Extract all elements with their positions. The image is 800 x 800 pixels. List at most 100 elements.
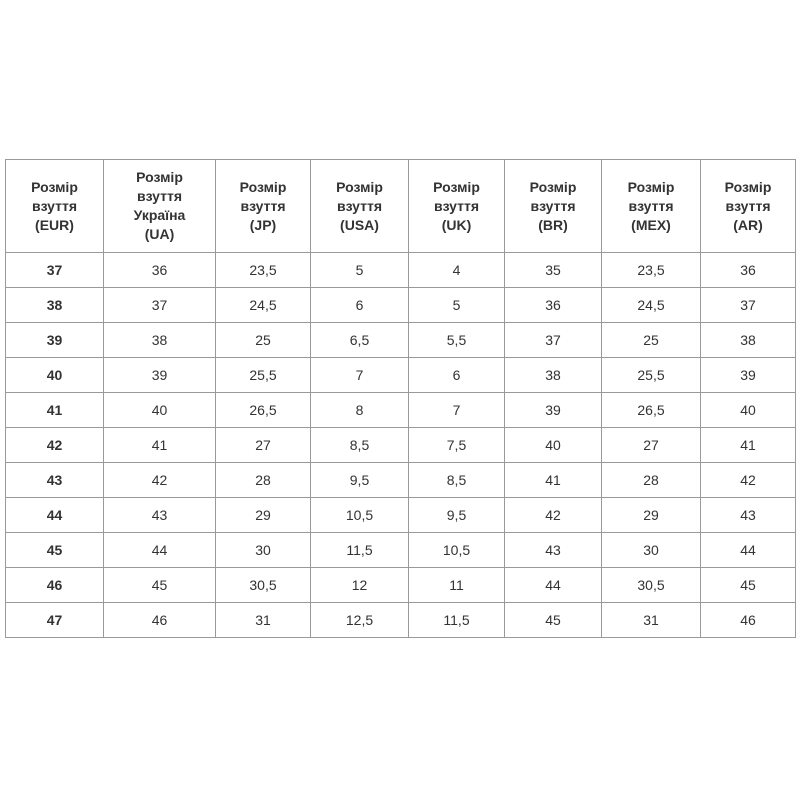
- header-text: взуття: [433, 197, 480, 214]
- cell-jp: 26,5: [215, 392, 311, 428]
- cell-mex: 29: [601, 497, 701, 533]
- cell-eur: 39: [5, 322, 104, 358]
- cell-uk: 6: [408, 357, 505, 393]
- header-text: Розмір: [336, 178, 383, 195]
- header-text: взуття: [628, 197, 674, 214]
- cell-br: 37: [504, 322, 602, 358]
- header-text: Розмір: [31, 178, 78, 195]
- cell-br: 39: [504, 392, 602, 428]
- header-text: Розмір: [433, 178, 480, 195]
- cell-ua: 43: [103, 497, 216, 533]
- table-row: 47 46 31 12,5 11,5 45 31 46: [5, 602, 796, 638]
- cell-br: 40: [504, 427, 602, 463]
- table-row: 39 38 25 6,5 5,5 37 25 38: [5, 322, 796, 358]
- cell-jp: 30: [215, 532, 311, 568]
- header-text: взуття: [31, 197, 78, 214]
- cell-jp: 31: [215, 602, 311, 638]
- header-text: взуття: [725, 197, 771, 214]
- cell-ua: 38: [103, 322, 216, 358]
- cell-usa: 12,5: [310, 602, 409, 638]
- cell-ua: 45: [103, 567, 216, 603]
- cell-ar: 45: [700, 567, 796, 603]
- header-text: Розмір: [627, 178, 675, 195]
- cell-eur: 44: [5, 497, 104, 533]
- table-row: 41 40 26,5 8 7 39 26,5 40: [5, 392, 796, 428]
- cell-jp: 23,5: [215, 252, 311, 288]
- cell-ar: 37: [700, 287, 796, 323]
- cell-br: 42: [504, 497, 602, 533]
- cell-br: 35: [504, 252, 602, 288]
- header-text: взуття: [530, 197, 576, 214]
- table-row: 43 42 28 9,5 8,5 41 28 42: [5, 462, 796, 498]
- column-header-usa: Розмір взуття (USA): [310, 159, 409, 253]
- cell-eur: 41: [5, 392, 104, 428]
- header-text: (USA): [340, 216, 379, 233]
- cell-mex: 23,5: [601, 252, 701, 288]
- header-text: (UA): [144, 226, 175, 242]
- cell-uk: 7,5: [408, 427, 505, 463]
- header-text: (JP): [249, 216, 277, 233]
- cell-usa: 10,5: [310, 497, 409, 533]
- cell-eur: 40: [5, 357, 104, 393]
- header-text: (AR): [733, 216, 763, 233]
- table-row: 44 43 29 10,5 9,5 42 29 43: [5, 497, 796, 533]
- cell-jp: 27: [215, 427, 311, 463]
- cell-usa: 11,5: [310, 532, 409, 568]
- header-text: (MEX): [631, 216, 671, 233]
- header-text: взуття: [336, 197, 383, 214]
- table-row: 45 44 30 11,5 10,5 43 30 44: [5, 532, 796, 568]
- cell-ar: 46: [700, 602, 796, 638]
- cell-eur: 42: [5, 427, 104, 463]
- header-text: Розмір: [239, 178, 287, 195]
- column-header-eur: Розмір взуття (EUR): [5, 159, 104, 253]
- header-text: Україна: [133, 207, 186, 223]
- cell-mex: 25,5: [601, 357, 701, 393]
- header-text: (EUR): [35, 216, 74, 233]
- table-row: 37 36 23,5 5 4 35 23,5 36: [5, 252, 796, 288]
- header-text: взуття: [136, 188, 183, 204]
- table-row: 40 39 25,5 7 6 38 25,5 39: [5, 357, 796, 393]
- header-text: Розмір: [136, 169, 183, 185]
- cell-uk: 11,5: [408, 602, 505, 638]
- cell-eur: 43: [5, 462, 104, 498]
- shoe-size-table: Розмір взуття (EUR) Розмір взуття Україна (UA)…: [5, 159, 796, 638]
- cell-mex: 30: [601, 532, 701, 568]
- header-text: Розмір: [724, 178, 772, 195]
- cell-ar: 44: [700, 532, 796, 568]
- cell-jp: 28: [215, 462, 311, 498]
- cell-jp: 29: [215, 497, 311, 533]
- cell-eur: 47: [5, 602, 104, 638]
- header-text: Розмір: [529, 178, 577, 195]
- header-text: (UK): [441, 216, 472, 233]
- cell-ua: 39: [103, 357, 216, 393]
- cell-jp: 24,5: [215, 287, 311, 323]
- table-row: 46 45 30,5 12 11 44 30,5 45: [5, 567, 796, 603]
- cell-ua: 36: [103, 252, 216, 288]
- header-row: Розмір взуття (EUR) Розмір взуття Україна (UA)…: [5, 159, 796, 253]
- cell-ua: 42: [103, 462, 216, 498]
- cell-mex: 31: [601, 602, 701, 638]
- cell-mex: 30,5: [601, 567, 701, 603]
- cell-br: 36: [504, 287, 602, 323]
- cell-uk: 5: [408, 287, 505, 323]
- cell-ar: 39: [700, 357, 796, 393]
- cell-ar: 42: [700, 462, 796, 498]
- column-header-mex: Розмір взуття (MEX): [601, 159, 701, 253]
- cell-eur: 45: [5, 532, 104, 568]
- column-header-br: Розмір взуття (BR): [504, 159, 602, 253]
- cell-usa: 5: [310, 252, 409, 288]
- header-text: (BR): [538, 216, 568, 233]
- cell-br: 38: [504, 357, 602, 393]
- cell-jp: 25: [215, 322, 311, 358]
- cell-ar: 43: [700, 497, 796, 533]
- column-header-ar: Розмір взуття (AR): [700, 159, 796, 253]
- cell-ua: 41: [103, 427, 216, 463]
- cell-uk: 10,5: [408, 532, 505, 568]
- cell-ua: 40: [103, 392, 216, 428]
- cell-eur: 46: [5, 567, 104, 603]
- cell-mex: 28: [601, 462, 701, 498]
- cell-jp: 25,5: [215, 357, 311, 393]
- cell-usa: 8,5: [310, 427, 409, 463]
- cell-ar: 36: [700, 252, 796, 288]
- cell-uk: 11: [408, 567, 505, 603]
